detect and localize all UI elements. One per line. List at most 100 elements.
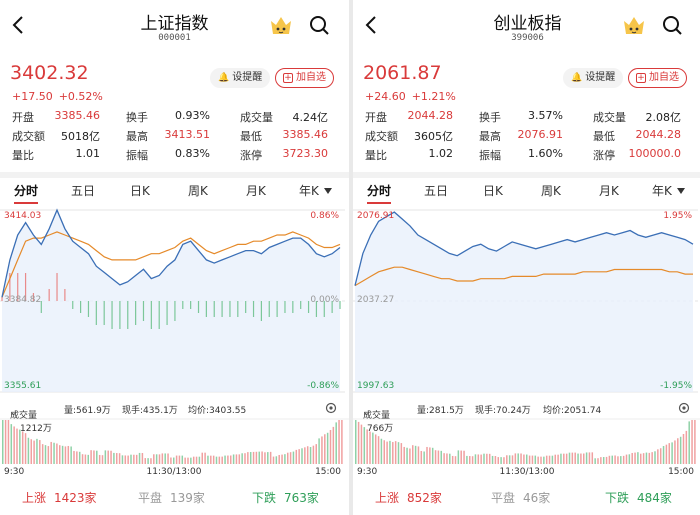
volume-bar: [637, 452, 639, 464]
volume-tick: [339, 301, 341, 309]
tab-monthly-k[interactable]: 月K: [246, 184, 266, 198]
volume-bar: [230, 455, 232, 464]
add-watchlist-button[interactable]: + 加自选: [275, 68, 334, 88]
volume-bar: [19, 429, 21, 464]
volume-bar: [312, 445, 315, 464]
active-tab-indicator: [14, 202, 38, 204]
volume-bar: [190, 457, 192, 464]
advancing-label: 上涨: [22, 491, 47, 505]
volume-bar: [201, 452, 203, 464]
stat-value: 1.60%: [528, 147, 563, 160]
vip-crown-icon[interactable]: [621, 12, 647, 38]
unchanged-label: 平盘: [138, 491, 163, 505]
volume-bar: [215, 456, 218, 464]
volume-bar: [640, 453, 642, 464]
volume-bar: [374, 434, 377, 464]
volume-bar: [76, 451, 78, 464]
tab-daily-k[interactable]: 日K: [130, 184, 150, 198]
volume-bar: [503, 457, 505, 464]
volume-bar: [565, 453, 568, 464]
volume-bar: [284, 454, 286, 464]
declining-count: 763家: [284, 491, 319, 505]
tab-intraday[interactable]: 分时: [14, 184, 39, 198]
stats-row: 量比 1.01 振幅 0.83% 涨停 3723.30: [12, 147, 342, 166]
volume-bar: [457, 450, 460, 464]
volume-bar: [90, 450, 92, 464]
tab-intraday[interactable]: 分时: [367, 184, 392, 198]
stat-label: 量比: [365, 149, 387, 162]
volume-bar: [585, 452, 588, 464]
volume-bar: [170, 457, 172, 464]
volume-bar: [295, 449, 298, 464]
tab-weekly-k[interactable]: 周K: [188, 184, 208, 198]
volume-bar: [195, 456, 198, 464]
volume-bar: [4, 420, 7, 464]
price-area: [2, 210, 340, 392]
volume-bar: [511, 455, 514, 464]
vip-crown-icon[interactable]: [268, 12, 294, 38]
volume-bar: [261, 451, 263, 464]
volume-bar: [446, 453, 448, 464]
tab-yearly-k[interactable]: 年K: [652, 184, 672, 198]
volume-bar: [389, 440, 391, 464]
average-price: 均价:2051.74: [543, 406, 602, 416]
price-change: +17.50 +0.52%: [12, 90, 109, 103]
volume-bar: [96, 450, 98, 464]
add-watchlist-button[interactable]: + 加自选: [628, 68, 687, 88]
volume-dropdown-label: 成交量: [10, 411, 38, 421]
chevron-down-icon[interactable]: [324, 188, 332, 194]
volume-bar: [16, 428, 18, 464]
volume-bar: [113, 452, 115, 464]
tab-five-day[interactable]: 五日: [71, 184, 96, 198]
y-high-pct-label: 0.86%: [310, 211, 339, 221]
average-price-line: [1, 231, 341, 298]
volume-bar: [434, 450, 437, 464]
volume-bar: [614, 455, 616, 464]
volume-bar: [443, 453, 445, 464]
set-reminder-button[interactable]: 🔔 设提醒: [563, 68, 624, 88]
tab-five-day[interactable]: 五日: [424, 184, 449, 198]
volume-tick: [119, 301, 121, 329]
volume-bar: [298, 449, 300, 464]
volume-bar: [187, 457, 189, 464]
volume-bar: [534, 455, 537, 464]
volume-bar: [232, 454, 235, 464]
tab-yearly-k[interactable]: 年K: [299, 184, 319, 198]
volume-bar: [691, 420, 693, 464]
volume-bar: [574, 452, 576, 464]
chevron-down-icon[interactable]: [677, 188, 685, 194]
volume-bar: [227, 455, 229, 464]
tab-weekly-k[interactable]: 周K: [541, 184, 561, 198]
volume-bar: [460, 450, 462, 464]
volume-bar: [617, 456, 619, 464]
volume-amount: 量:561.9万: [64, 406, 111, 416]
y-high-label: 3414.03: [4, 211, 41, 221]
search-icon[interactable]: [308, 14, 330, 36]
stat-value: 2.08亿: [645, 111, 682, 124]
settings-icon[interactable]: [325, 402, 337, 414]
volume-bar: [406, 447, 408, 464]
chevron-down-icon: ⌄: [363, 408, 371, 418]
set-reminder-button[interactable]: 🔔 设提醒: [210, 68, 271, 88]
volume-tick: [9, 273, 11, 301]
volume-tick: [315, 301, 318, 317]
volume-bar: [275, 456, 278, 464]
volume-bar: [591, 452, 594, 464]
settings-icon[interactable]: [678, 402, 690, 414]
volume-bar: [64, 446, 67, 464]
back-arrow-icon[interactable]: [8, 14, 30, 36]
panel-divider: [349, 0, 353, 515]
intraday-chart[interactable]: 3414.03 0.86% 3384.82 0.00% 3355.61 -0.8…: [0, 206, 349, 396]
tab-daily-k[interactable]: 日K: [483, 184, 503, 198]
search-icon[interactable]: [661, 14, 683, 36]
active-tab-indicator: [367, 202, 391, 204]
volume-bar: [369, 431, 371, 464]
volume-bar: [81, 454, 84, 464]
intraday-chart[interactable]: 2076.91 1.95% 2037.27 1997.63 -1.95%: [353, 206, 700, 396]
volume-bar: [278, 454, 280, 464]
volume-bar: [383, 440, 385, 464]
tab-monthly-k[interactable]: 月K: [599, 184, 619, 198]
back-arrow-icon[interactable]: [361, 14, 383, 36]
volume-bar: [70, 446, 72, 464]
volume-bar: [602, 457, 605, 464]
